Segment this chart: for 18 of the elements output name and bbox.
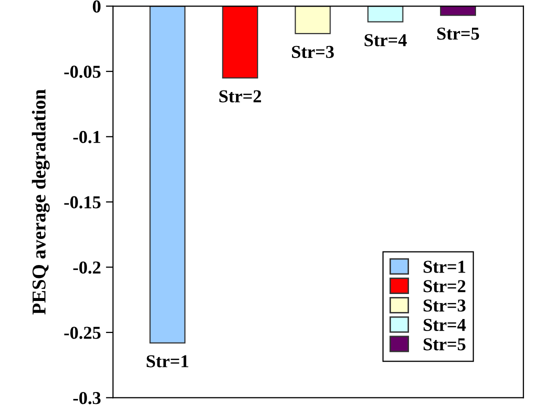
- y-tick-label: 0: [92, 0, 100, 13]
- y-tick-label: -0.2: [73, 261, 100, 274]
- y-tick-label: -0.3: [73, 392, 101, 404]
- legend-label: Str=1: [424, 260, 466, 273]
- legend-label: Str=4: [424, 318, 466, 331]
- text: Str=5: [437, 28, 480, 40]
- text: Str=4: [364, 34, 407, 46]
- text: Str=3: [292, 46, 334, 58]
- y-tick-label: -0.05: [64, 66, 101, 78]
- y-axis-title: PESQ average degradation: [32, 89, 50, 314]
- legend-label: Str=2: [424, 280, 466, 292]
- y-tick-label: -0.1: [73, 130, 100, 144]
- text: Str=2: [219, 90, 262, 102]
- text: Str=1: [146, 355, 188, 368]
- legend-label: Str=3: [424, 299, 466, 312]
- y-tick-label: -0.15: [64, 196, 101, 208]
- y-tick-label: -0.25: [64, 326, 101, 339]
- legend-label: Str=5: [424, 338, 466, 350]
